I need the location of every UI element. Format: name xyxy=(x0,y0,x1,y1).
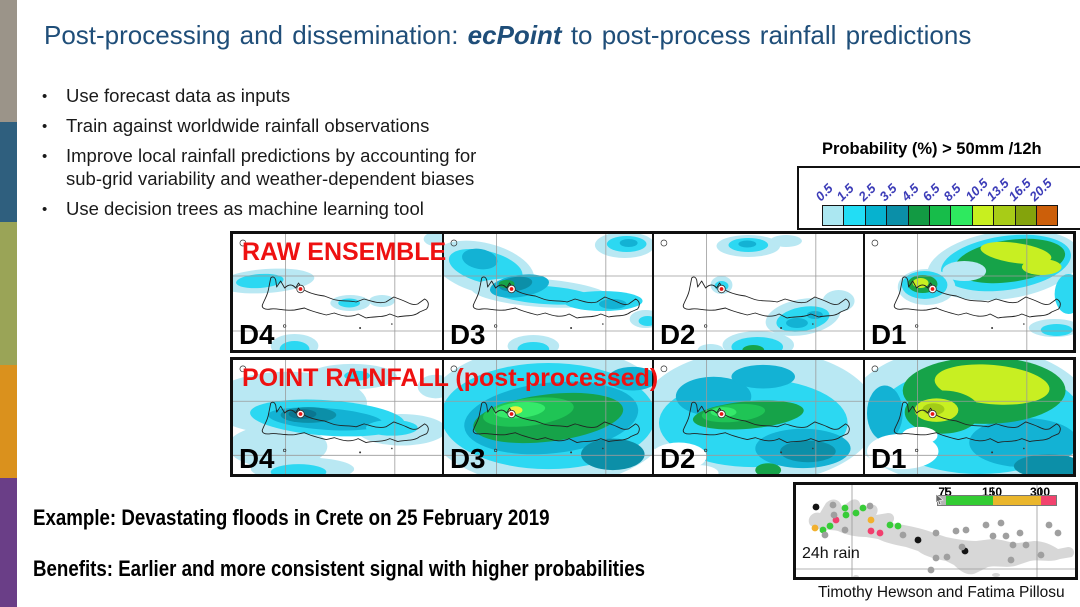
page-title: Post-processing and dissemination: ecPoi… xyxy=(44,20,1079,51)
observations-panel: 75 150 300 24h rain xyxy=(793,482,1078,580)
legend-tick-label: 8.5 xyxy=(940,180,965,204)
legend-swatch xyxy=(928,205,952,226)
raw-ensemble-map-strip: RAW ENSEMBLE D4 D3 D2 D1 xyxy=(230,231,1076,353)
bullet-item-1: Use forecast data as inputs xyxy=(36,84,491,108)
rain-gauge-dots xyxy=(811,501,1062,574)
point-rainfall-map-strip: POINT RAINFALL (post-processed) D4 D3 D2 D1 xyxy=(230,357,1076,477)
legend-tick-label: 2.5 xyxy=(855,180,879,204)
rainfall-map-svg: D3 xyxy=(443,234,652,350)
sidebar-color-block-5 xyxy=(0,478,17,607)
map-panel-raw-d3: D3 xyxy=(441,234,652,350)
probability-legend-title: Probability (%) > 50mm /12h xyxy=(822,140,1042,158)
probability-legend: 0.5 1.5 2.5 3.5 4.5 6.5 8.5 10.5 13.5 16.5 20.5 xyxy=(797,166,1080,230)
legend-swatch xyxy=(993,205,1016,226)
legend-swatch xyxy=(822,205,845,226)
location-marker-dot xyxy=(930,412,934,416)
location-marker-dot xyxy=(719,412,724,416)
legend-swatch xyxy=(907,205,930,226)
rainfall-map-svg: D3 xyxy=(443,360,652,474)
slide-accent-bar xyxy=(0,0,17,607)
credit-text: Timothy Hewson and Fatima Pillosu xyxy=(818,584,1065,601)
bullet-item-3: Improve local rainfall predictions by ac… xyxy=(36,144,491,190)
panel-day-label: D1 xyxy=(870,443,906,474)
title-ecpoint-emphasis: ecPoint xyxy=(467,20,562,50)
panel-day-label: D2 xyxy=(660,443,696,474)
rainfall-map-svg: D2 xyxy=(654,360,863,474)
map-panel-pp-d1: D1 xyxy=(862,360,1073,474)
legend-swatch xyxy=(864,205,888,226)
legend-tick-label: 1.5 xyxy=(833,180,858,204)
panel-day-label: D3 xyxy=(449,443,485,474)
sidebar-color-block-1 xyxy=(0,0,17,122)
legend-swatch xyxy=(950,205,973,226)
legend-tick-label: 6.5 xyxy=(919,180,943,204)
map-panel-raw-d2: D2 xyxy=(652,234,863,350)
rainfall-map-svg: D1 xyxy=(864,234,1073,350)
legend-swatch xyxy=(886,205,909,226)
location-marker-dot xyxy=(719,287,724,291)
rainfall-map-svg: D1 xyxy=(864,360,1073,474)
benefits-text: Benefits: Earlier and more consistent si… xyxy=(33,556,646,581)
rainfall-map-svg: D4 xyxy=(233,360,442,474)
panel-day-label: D3 xyxy=(449,319,485,350)
legend-swatch xyxy=(1014,205,1037,226)
sidebar-color-block-3 xyxy=(0,222,17,365)
legend-tick-label: 20.5 xyxy=(1026,175,1055,204)
legend-tick-label: 0.5 xyxy=(812,180,836,204)
rainfall-map-svg: D4 xyxy=(233,234,442,350)
map-panel-pp-d4: D4 xyxy=(233,360,442,474)
location-marker-dot xyxy=(298,412,303,416)
observations-map-svg xyxy=(796,485,1075,577)
legend-tick-label: 4.5 xyxy=(897,180,922,204)
panel-day-label: D4 xyxy=(239,319,275,350)
example-text: Example: Devastating floods in Crete on … xyxy=(33,505,550,530)
location-marker-dot xyxy=(930,287,934,291)
legend-swatch xyxy=(843,205,866,226)
obs-panel-label: 24h rain xyxy=(802,545,860,562)
raw-ensemble-label: RAW ENSEMBLE xyxy=(242,238,447,266)
sidebar-color-block-2 xyxy=(0,122,17,222)
legend-swatch xyxy=(1035,205,1059,226)
title-prefix: Post-processing and dissemination: xyxy=(44,20,468,50)
panel-day-label: D1 xyxy=(870,319,906,350)
point-rainfall-label: POINT RAINFALL (post-processed) xyxy=(242,364,659,392)
bullet-list: Use forecast data as inputs Train agains… xyxy=(36,84,536,227)
title-suffix: to post-process rainfall predictions xyxy=(561,20,972,50)
bullet-item-4: Use decision trees as machine learning t… xyxy=(36,197,491,221)
map-panel-raw-d4: D4 xyxy=(233,234,442,350)
panel-day-label: D4 xyxy=(239,443,275,474)
location-marker-dot xyxy=(509,287,513,291)
map-panel-raw-d1: D1 xyxy=(862,234,1073,350)
crete-silhouette xyxy=(808,499,1075,575)
panel-day-label: D2 xyxy=(660,319,696,350)
bullet-item-2: Train against worldwide rainfall observa… xyxy=(36,114,491,138)
location-marker-dot xyxy=(509,412,513,416)
legend-swatch-row xyxy=(822,205,1059,226)
legend-swatch xyxy=(971,205,995,226)
map-panel-pp-d3: D3 xyxy=(441,360,652,474)
rainfall-map-svg: D2 xyxy=(654,234,863,350)
map-panel-pp-d2: D2 xyxy=(652,360,863,474)
location-marker-dot xyxy=(298,287,303,291)
sidebar-color-block-4 xyxy=(0,365,17,478)
legend-tick-label: 3.5 xyxy=(876,180,900,204)
